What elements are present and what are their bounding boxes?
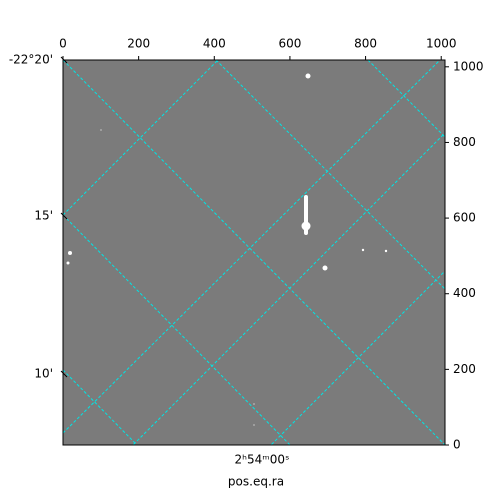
x-tick-label: 800	[354, 37, 377, 51]
dec-tick	[60, 212, 68, 220]
x-tick-label: 400	[203, 37, 226, 51]
dec-label: 15'	[34, 209, 53, 223]
x-tick-label: 1000	[426, 37, 457, 51]
ra-label: 2ʰ54ᵐ00ˢ	[235, 453, 290, 467]
dec-label: -22°20'	[9, 53, 53, 67]
y-tick-label: 1000	[453, 59, 484, 73]
x-tick-label: 0	[59, 37, 67, 51]
x-tick-label: 600	[278, 37, 301, 51]
y-tick-label: 400	[453, 286, 476, 300]
x-axis-label: pos.eq.ra	[228, 475, 284, 489]
y-tick-label: 600	[453, 211, 476, 225]
stars	[66, 73, 388, 426]
dec-label: 10'	[34, 367, 53, 381]
coordinate-grid	[63, 60, 445, 445]
dec-tick	[60, 370, 68, 378]
x-tick-label: 200	[127, 37, 150, 51]
y-tick-label: 200	[453, 362, 476, 376]
y-tick-label: 0	[453, 438, 461, 452]
y-tick-label: 800	[453, 135, 476, 149]
axes-frame	[62, 59, 446, 446]
dec-tick	[60, 56, 68, 64]
